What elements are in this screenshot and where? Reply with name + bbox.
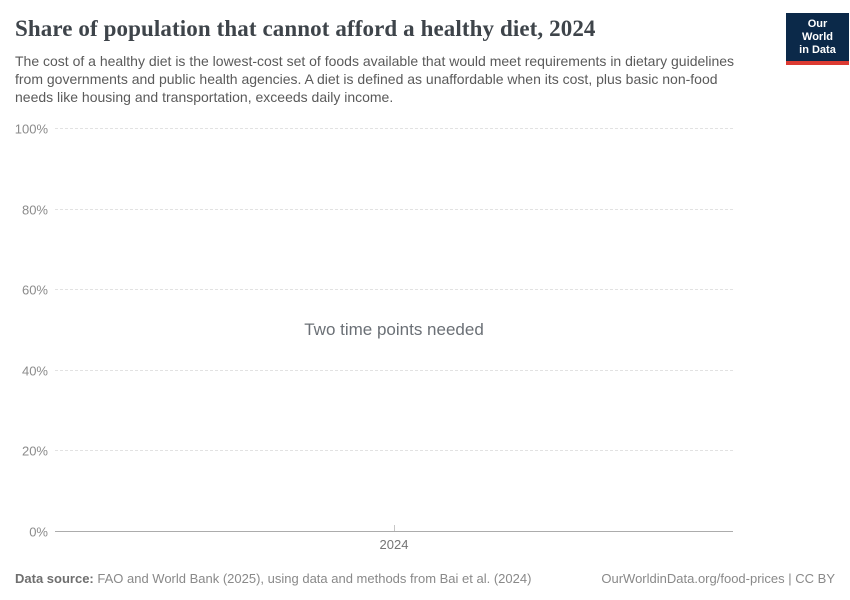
footer-citation-link[interactable]: OurWorldinData.org/food-prices | CC BY xyxy=(601,571,835,586)
y-gridline: 60% xyxy=(22,283,733,298)
data-source-text: FAO and World Bank (2025), using data an… xyxy=(93,571,532,586)
owid-logo-line1: Our World xyxy=(802,18,833,43)
chart-subtitle: The cost of a healthy diet is the lowest… xyxy=(15,52,735,105)
x-axis-tick-label: 2024 xyxy=(379,537,409,552)
chart-title: Share of population that cannot afford a… xyxy=(15,16,596,41)
x-axis-tick-mark xyxy=(394,525,395,531)
data-source-note: Data source: FAO and World Bank (2025), … xyxy=(15,571,531,586)
data-source-label: Data source: xyxy=(15,571,94,586)
y-gridline: 20% xyxy=(22,444,733,459)
empty-state-message: Two time points needed xyxy=(304,319,484,339)
y-axis-tick-label: 40% xyxy=(21,363,48,379)
y-axis-tick-label: 80% xyxy=(21,202,48,218)
y-gridline: 80% xyxy=(22,202,733,217)
owid-logo[interactable]: Our World in Data xyxy=(786,13,849,65)
y-axis-tick-label: 0% xyxy=(29,524,48,540)
chart-footer: Data source: FAO and World Bank (2025), … xyxy=(15,571,835,586)
y-gridline: 100% xyxy=(15,122,733,137)
y-axis-tick-label: 100% xyxy=(14,121,48,137)
y-gridline: 40% xyxy=(22,363,733,378)
x-axis-line: 0% xyxy=(29,525,733,540)
y-axis-tick-label: 60% xyxy=(21,282,48,298)
plot-area: Two time points needed 0% 20% 40% 60% 80% 100… xyxy=(15,122,733,552)
y-axis-tick-label: 20% xyxy=(21,443,48,459)
chart-header: Share of population that cannot afford a… xyxy=(15,0,835,106)
owid-logo-line2: in Data xyxy=(799,44,836,56)
